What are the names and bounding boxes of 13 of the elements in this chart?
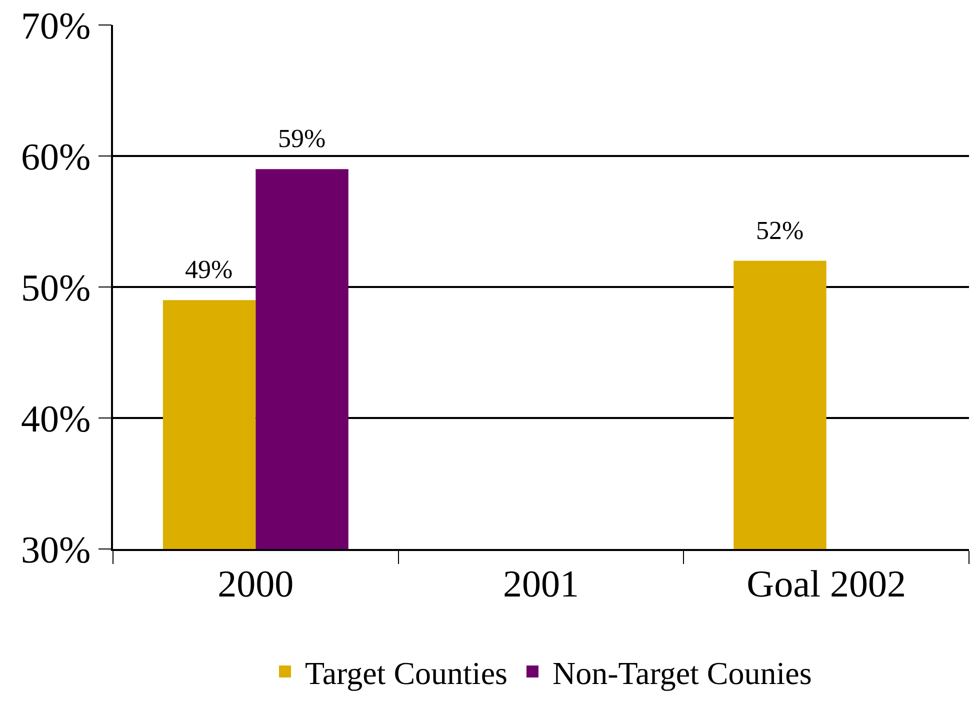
x-tick-label: Goal 2002 bbox=[746, 563, 906, 606]
y-tick-label: 70% bbox=[20, 5, 91, 48]
legend-label: Target Counties bbox=[305, 654, 508, 691]
x-tick-label: 2000 bbox=[218, 563, 294, 606]
data-label: 49% bbox=[185, 255, 233, 284]
legend-label: Non-Target Counies bbox=[552, 654, 812, 691]
x-tick-label: 2001 bbox=[503, 563, 579, 606]
data-label: 59% bbox=[278, 124, 326, 153]
y-tick-label: 40% bbox=[20, 398, 91, 440]
data-label: 52% bbox=[756, 216, 804, 245]
y-tick-label: 30% bbox=[20, 529, 91, 572]
y-tick-label: 50% bbox=[20, 267, 91, 310]
y-tick-label: 60% bbox=[20, 136, 91, 178]
